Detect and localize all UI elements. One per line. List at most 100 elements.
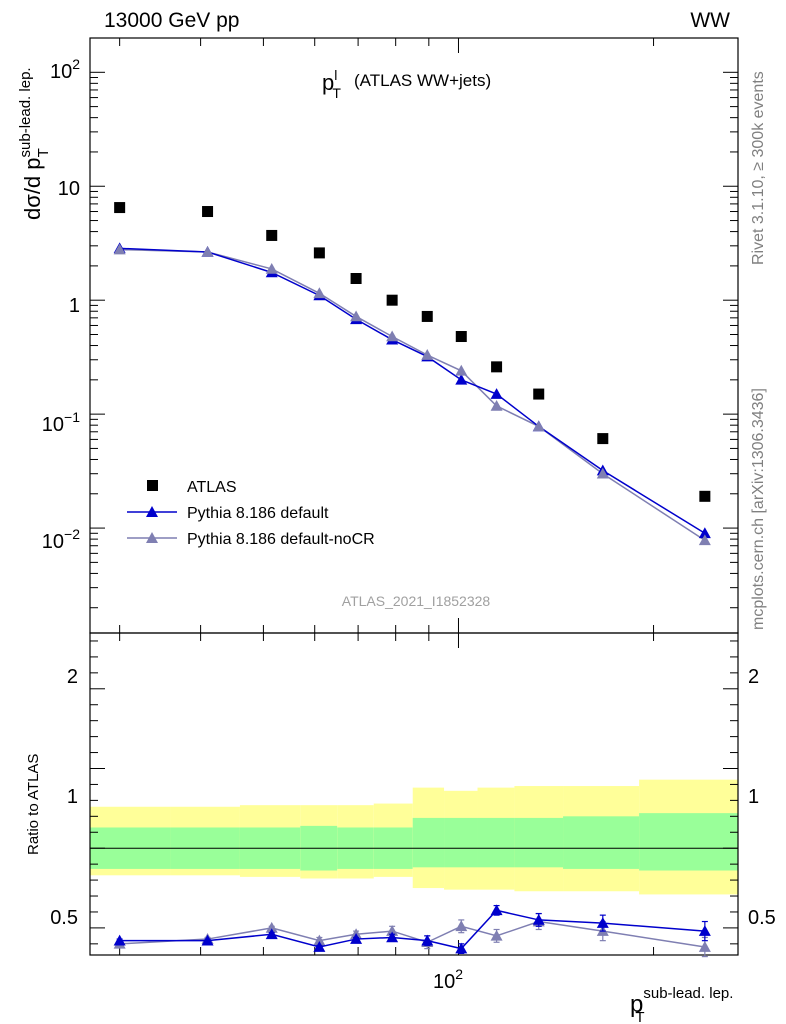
nocr-point [596,467,609,479]
legend-atlas-label: ATLAS [187,479,237,496]
analysis-label: ATLAS_2021_I1852328 [342,593,491,609]
y-label-sub: T [35,148,52,157]
y-tick-label-10: 10 [58,178,80,200]
x-tick-label-100-exp: 2 [455,966,463,982]
title-sup: l [334,67,337,83]
y-tick-label-100-exp: 2 [72,56,80,72]
main-marks [113,202,711,546]
band-inner [514,817,564,868]
ratio-tick-1-right: 1 [748,786,759,808]
nocr-point [113,243,126,255]
atlas-point [421,310,433,322]
default-ratio-point [421,934,434,946]
nocr-ratio-line [119,920,705,948]
ratio-tick-1-left: 1 [67,786,78,808]
y-label-sup: sub-lead. lep. [17,67,34,157]
band-inner [639,813,738,871]
band-inner [412,817,445,868]
legend-atlas-marker [147,480,158,491]
atlas-point [455,331,467,343]
default-ratio-point [350,933,363,944]
header-right: WW [690,9,730,32]
default-ratio-point [596,917,609,928]
legend: ATLAS Pythia 8.186 default Pythia 8.186 … [127,479,375,548]
default-point [455,373,468,385]
atlas-point [313,247,325,259]
default-point [490,388,503,399]
band-inner [477,817,515,868]
legend-nocr-marker [146,532,158,543]
ratio-bands [90,779,738,895]
y-tick-label-0.1: 10−1 [42,409,80,436]
y-tick-label-0.01: 10−2 [42,526,80,553]
rivet-label: Rivet 3.1.10, ≥ 300k events [750,71,767,265]
nocr-ratio-point [386,925,399,936]
nocr-point [698,534,711,546]
legend-nocr-label: Pythia 8.186 default-noCR [187,531,375,548]
ratio-y-axis-label: Ratio to ATLAS [25,754,42,855]
default-ratio-point [113,934,126,946]
y-tick-label-0.01-exp: −2 [64,526,80,542]
nocr-point [350,310,363,322]
atlas-point [699,490,711,502]
default-ratio-point [201,934,214,946]
y-tick-label-0.1-exp: −1 [64,409,80,425]
default-ratio-point [698,925,711,936]
default-ratio-point [490,904,503,916]
header-left: 13000 GeV pp [104,9,239,32]
nocr-point [455,364,468,376]
default-ratio-point [265,928,278,940]
x-tick-label-100: 102 [433,966,463,993]
atlas-point [386,294,398,306]
main-y-tick-labels: 102 10 1 10−1 10−2 [42,56,80,553]
y-tick-label-1: 1 [69,295,80,317]
title-sub: T [332,85,341,101]
ratio-panel: 2 1 0.5 2 1 0.5 Ratio to ATLAS 102 psub-… [25,632,776,1024]
nocr-point [386,330,399,342]
default-ratio-point [313,941,326,952]
plot-title-symbol: pl T [322,67,341,101]
band-inner [563,816,640,869]
ratio-tick-2-right: 2 [748,666,759,688]
atlas-point [266,229,278,241]
atlas-point [533,388,545,400]
legend-default-marker [146,506,158,517]
nocr-ratio-point [313,934,326,946]
atlas-point [114,202,126,214]
x-label-sup: sub-lead. lep. [643,985,733,1002]
nocr-ratio-point [455,920,468,932]
legend-default-label: Pythia 8.186 default [187,505,329,522]
nocr-point [532,420,545,432]
default-point [698,527,711,539]
ratio-ticks [90,633,738,955]
nocr-point [265,262,278,274]
nocr-ratio-point [490,929,503,941]
nocr-ratio-point [265,921,278,933]
default-ratio-line [119,909,705,950]
default-ratio-point [455,942,468,954]
nocr-point [313,287,326,299]
default-ratio-point [386,931,399,943]
main-y-axis-label: dσ/d psub-lead. lep.T [17,67,52,220]
ratio-tick-0.5-right: 0.5 [748,907,776,929]
x-label-sub: T [635,1009,644,1024]
ratio-tick-0.5-left: 0.5 [50,907,78,929]
nocr-point [201,245,214,257]
atlas-point [350,273,362,285]
ratio-frame [89,632,739,956]
nocr-ratio-point [698,941,711,952]
ratio-marks [113,904,711,958]
y-tick-label-100: 102 [50,56,80,83]
main-ticks [90,37,738,633]
nocr-point [490,399,503,411]
main-panel: 102 10 1 10−1 10−2 dσ/d psub-lead. lep.T… [17,37,739,634]
series-nocr-line [119,248,706,542]
atlas-point [202,206,214,218]
ratio-y-tick-labels: 2 1 0.5 2 1 0.5 [50,666,776,929]
nocr-point [421,349,434,360]
atlas-point [597,433,609,445]
x-axis-label: psub-lead. lep. T [630,985,733,1024]
band-inner [444,817,478,868]
default-ratio-point [532,913,545,925]
plot-title: (ATLAS WW+jets) [354,71,491,90]
